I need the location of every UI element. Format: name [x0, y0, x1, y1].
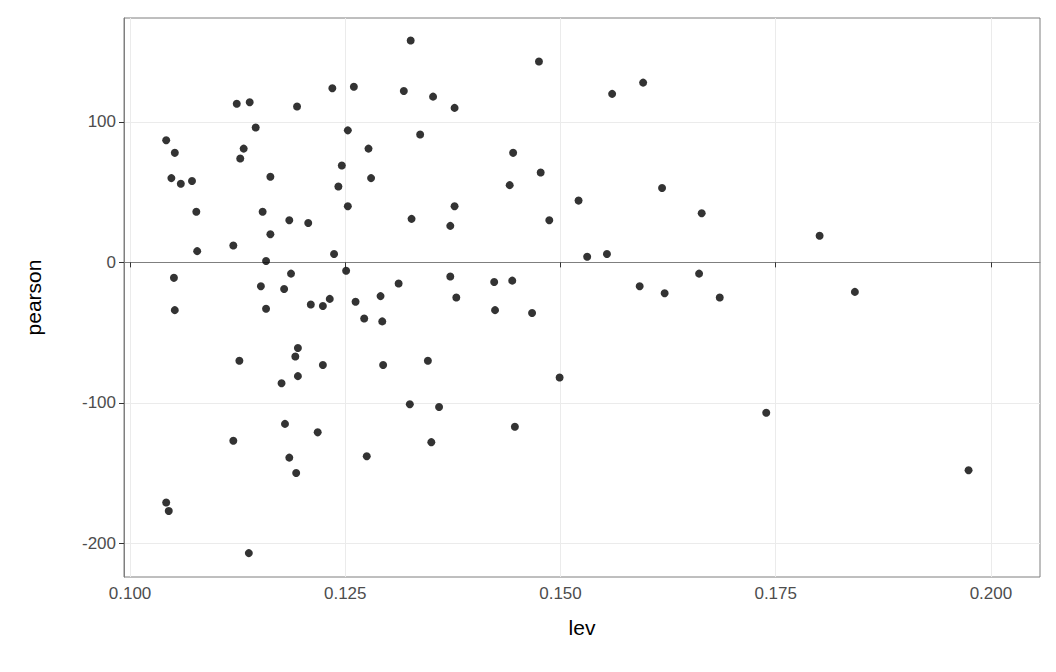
svg-text:0.150: 0.150 — [539, 584, 582, 603]
svg-text:0.125: 0.125 — [324, 584, 367, 603]
svg-text:-100: -100 — [82, 393, 116, 412]
svg-text:-200: -200 — [82, 534, 116, 553]
svg-text:0: 0 — [107, 253, 116, 272]
svg-text:pearson: pearson — [22, 260, 45, 336]
svg-text:100: 100 — [88, 112, 116, 131]
svg-text:lev: lev — [569, 616, 596, 639]
svg-text:0.100: 0.100 — [109, 584, 152, 603]
svg-text:0.175: 0.175 — [754, 584, 797, 603]
svg-text:0.200: 0.200 — [970, 584, 1013, 603]
